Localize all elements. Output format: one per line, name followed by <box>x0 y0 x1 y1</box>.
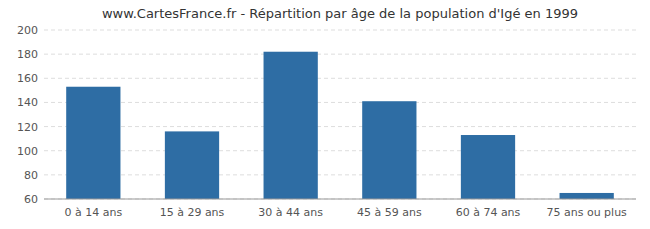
x-axis-line <box>44 199 636 200</box>
y-tick-label: 160 <box>17 72 38 85</box>
bar <box>362 101 416 199</box>
y-tick-label: 140 <box>17 96 38 109</box>
y-grid-line <box>44 78 636 79</box>
y-tick-label: 120 <box>17 121 38 134</box>
bars <box>66 52 614 199</box>
bar <box>461 135 515 199</box>
bar <box>165 131 219 199</box>
y-tick-label: 80 <box>24 169 38 182</box>
chart-title: www.CartesFrance.fr - Répartition par âg… <box>102 6 578 21</box>
bar <box>560 193 614 199</box>
x-tick-label: 45 à 59 ans <box>357 206 422 219</box>
bar <box>264 52 318 199</box>
x-tick-label: 15 à 29 ans <box>160 206 225 219</box>
y-tick-label: 180 <box>17 48 38 61</box>
y-grid-line <box>44 30 636 31</box>
y-tick-label: 100 <box>17 145 38 158</box>
y-grid-line <box>44 150 636 151</box>
x-tick-label: 30 à 44 ans <box>258 206 323 219</box>
y-grid-line <box>44 54 636 55</box>
y-grid-line <box>44 126 636 127</box>
chart-container: www.CartesFrance.fr - Répartition par âg… <box>0 0 650 229</box>
y-grid-line <box>44 199 636 200</box>
y-grid-line <box>44 174 636 175</box>
grid <box>44 30 636 199</box>
x-tick-label: 75 ans ou plus <box>546 206 627 219</box>
x-tick-label: 60 à 74 ans <box>456 206 521 219</box>
bar <box>66 87 120 199</box>
y-grid-line <box>44 102 636 103</box>
chart-svg: www.CartesFrance.fr - Répartition par âg… <box>0 0 650 229</box>
y-tick-label: 60 <box>24 193 38 206</box>
x-tick-label: 0 à 14 ans <box>64 206 122 219</box>
y-tick-label: 200 <box>17 24 38 37</box>
